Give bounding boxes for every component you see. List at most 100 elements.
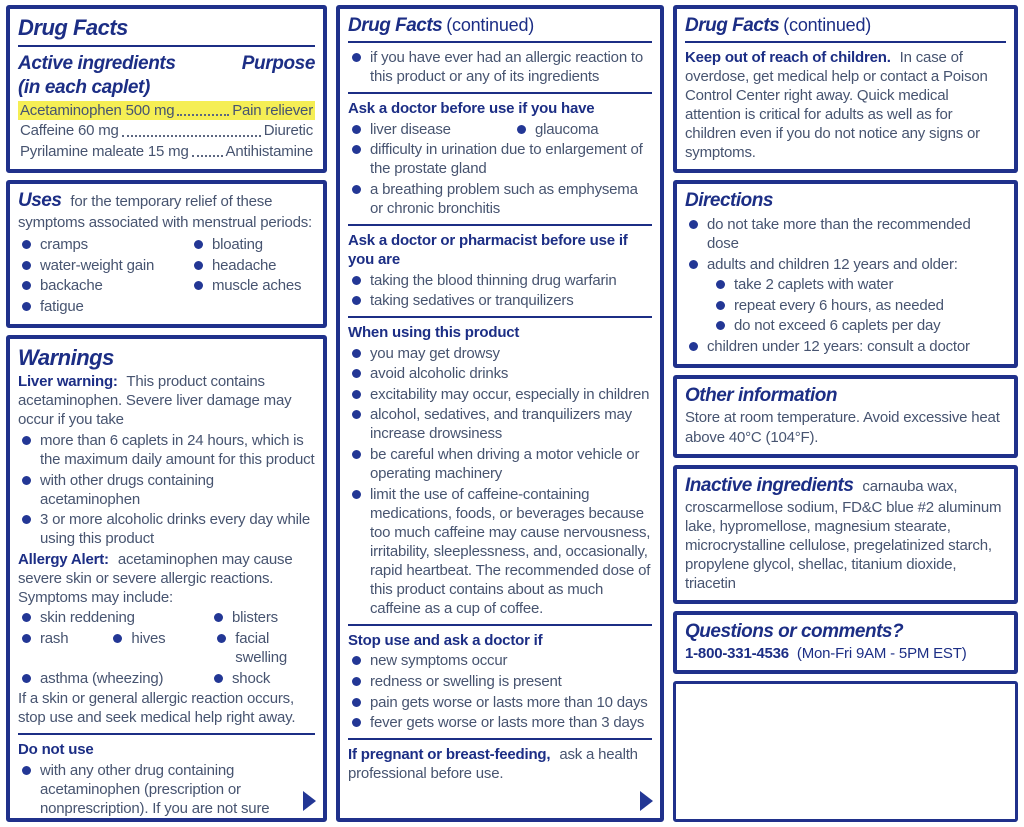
list-item: more than 6 caplets in 24 hours, which i… (18, 431, 315, 469)
ingredient-row: Caffeine 60 mg Diuretic (18, 121, 315, 140)
when-using-heading: When using this product (348, 324, 520, 342)
list-item: be careful when driving a motor vehicle … (348, 445, 652, 483)
list-item: children under 12 years: consult a docto… (685, 337, 1006, 356)
divider (18, 44, 315, 47)
blank-panel (673, 681, 1018, 822)
ask-pharmacist-heading: Ask a doctor or pharmacist before use if… (348, 232, 628, 269)
column-2: Drug Facts (continued) if you have ever … (336, 5, 664, 822)
divider (685, 41, 1006, 44)
ingredient-name: Acetaminophen 500 mg (20, 102, 175, 120)
list-item: alcohol, sedatives, and tranquilizers ma… (348, 405, 652, 443)
ingredient-purpose: Antihistamine (225, 142, 314, 160)
list-item: taking the blood thinning drug warfarin (348, 271, 652, 290)
list-item: with other drugs containing acetaminophe… (18, 471, 315, 509)
list-item: rash (18, 629, 109, 667)
list-item: fever gets worse or lasts more than 3 da… (348, 713, 652, 732)
other-information-text: Store at room temperature. Avoid excessi… (685, 409, 1000, 446)
list-item: 3 or more alcoholic drinks every day whi… (18, 510, 315, 548)
panel-active-ingredients: Drug Facts Active ingredients (in each c… (6, 5, 327, 173)
pregnant-notice: If pregnant or breast-feeding, ask a hea… (348, 746, 638, 783)
divider (348, 738, 652, 741)
panel-inactive-ingredients: Inactive ingredients carnauba wax, crosc… (673, 464, 1018, 604)
column-1: Drug Facts Active ingredients (in each c… (6, 5, 327, 822)
continued-arrow-icon (640, 791, 653, 811)
list-item: you may get drowsy (348, 344, 652, 363)
list-item: difficulty in urination due to enlargeme… (348, 140, 652, 178)
list-item: take 2 caplets with water (712, 275, 1006, 294)
list-item: muscle aches (190, 276, 315, 295)
ingredient-name: Pyrilamine maleate 15 mg (20, 142, 189, 160)
questions-title: Questions or comments? (685, 620, 904, 642)
list-item: avoid alcoholic drinks (348, 364, 652, 383)
do-not-use-heading: Do not use (18, 741, 94, 759)
list-item: blisters (210, 608, 278, 627)
list-item: headache (190, 256, 315, 275)
stop-use-heading: Stop use and ask a doctor if (348, 631, 543, 649)
uses-intro: Uses for the temporary relief of these s… (18, 189, 313, 231)
panel-title: Drug Facts (continued) (685, 15, 872, 36)
list-item: skin reddening (18, 608, 210, 627)
inactive-ingredients-title: Inactive ingredients (685, 474, 854, 496)
panel-title: Drug Facts (continued) (348, 15, 535, 36)
dot-leader (191, 154, 223, 157)
list-item: fatigue (18, 297, 190, 316)
divider (348, 316, 652, 319)
phone-hours: (Mon-Fri 9AM - 5PM EST) (796, 645, 967, 663)
list-item: redness or swelling is present (348, 672, 652, 691)
allergy-alert: Allergy Alert: acetaminophen may cause s… (18, 550, 293, 606)
list-item: backache (18, 276, 190, 295)
list-item: shock (210, 669, 270, 688)
ingredient-name: Caffeine 60 mg (20, 122, 119, 140)
allergy-footer: If a skin or general allergic reaction o… (18, 690, 296, 727)
divider (348, 92, 652, 95)
inactive-ingredients-text: Inactive ingredients carnauba wax, crosc… (685, 474, 1002, 592)
list-item: bloating (190, 235, 315, 254)
list-item: liver disease (348, 120, 513, 139)
list-item: do not take more than the recommended do… (685, 215, 1006, 253)
list-item: new symptoms occur (348, 651, 652, 670)
phone-line: 1-800-331-4536 (Mon-Fri 9AM - 5PM EST) (685, 644, 1006, 663)
panel-other-information: Other information Store at room temperat… (673, 375, 1018, 458)
list-item: with any other drug containing acetamino… (18, 761, 315, 818)
column-3: Drug Facts (continued) Keep out of reach… (673, 5, 1018, 822)
list-item: asthma (wheezing) (18, 669, 210, 688)
phone-number: 1-800-331-4536 (685, 645, 789, 663)
list-item: taking sedatives or tranquilizers (348, 291, 652, 310)
panel-questions: Questions or comments? 1-800-331-4536 (M… (673, 610, 1018, 675)
list-item: cramps (18, 235, 190, 254)
list-item: glaucoma (513, 120, 599, 139)
list-item: repeat every 6 hours, as needed (712, 296, 1006, 315)
drug-facts-title: Drug Facts (18, 15, 128, 40)
warnings-title: Warnings (18, 345, 114, 371)
list-item: limit the use of caffeine-containing med… (348, 485, 652, 618)
ingredient-row-highlighted: Acetaminophen 500 mg Pain reliever (18, 101, 315, 121)
symptom-row: skin reddening blisters (18, 608, 315, 627)
dot-leader (121, 134, 261, 137)
symptom-row: asthma (wheezing) shock (18, 669, 315, 688)
divider (348, 41, 652, 44)
liver-warning: Liver warning: This product contains ace… (18, 373, 292, 429)
list-item: water-weight gain (18, 256, 190, 275)
ingredient-purpose: Pain reliever (232, 102, 313, 120)
ingredient-purpose: Diuretic (263, 122, 313, 140)
other-information-title: Other information (685, 385, 837, 407)
panel-keep-out-of-reach: Drug Facts (continued) Keep out of reach… (673, 5, 1018, 174)
divider (348, 224, 652, 226)
list-item: a breathing problem such as emphysema or… (348, 180, 652, 218)
list-item: adults and children 12 years and older: (685, 255, 1006, 274)
list-item: facial swelling (213, 629, 315, 667)
continued-arrow-icon (303, 791, 316, 811)
list-item: hives (109, 629, 213, 667)
symptom-row: liver disease glaucoma (348, 120, 652, 139)
divider (348, 623, 652, 626)
panel-directions: Directions do not take more than the rec… (673, 180, 1018, 369)
ask-doctor-heading: Ask a doctor before use if you have (348, 100, 595, 118)
list-item: if you have ever had an allergic reactio… (348, 48, 652, 86)
purpose-heading: Purpose (241, 52, 316, 74)
uses-title: Uses (18, 189, 62, 211)
dot-leader (177, 114, 230, 117)
uses-symptom-list: cramps water-weight gain backache fatigu… (18, 234, 315, 318)
ingredient-row: Pyrilamine maleate 15 mg Antihistamine (18, 142, 315, 161)
active-ingredients-header: Active ingredients (in each caplet) Purp… (18, 52, 315, 100)
